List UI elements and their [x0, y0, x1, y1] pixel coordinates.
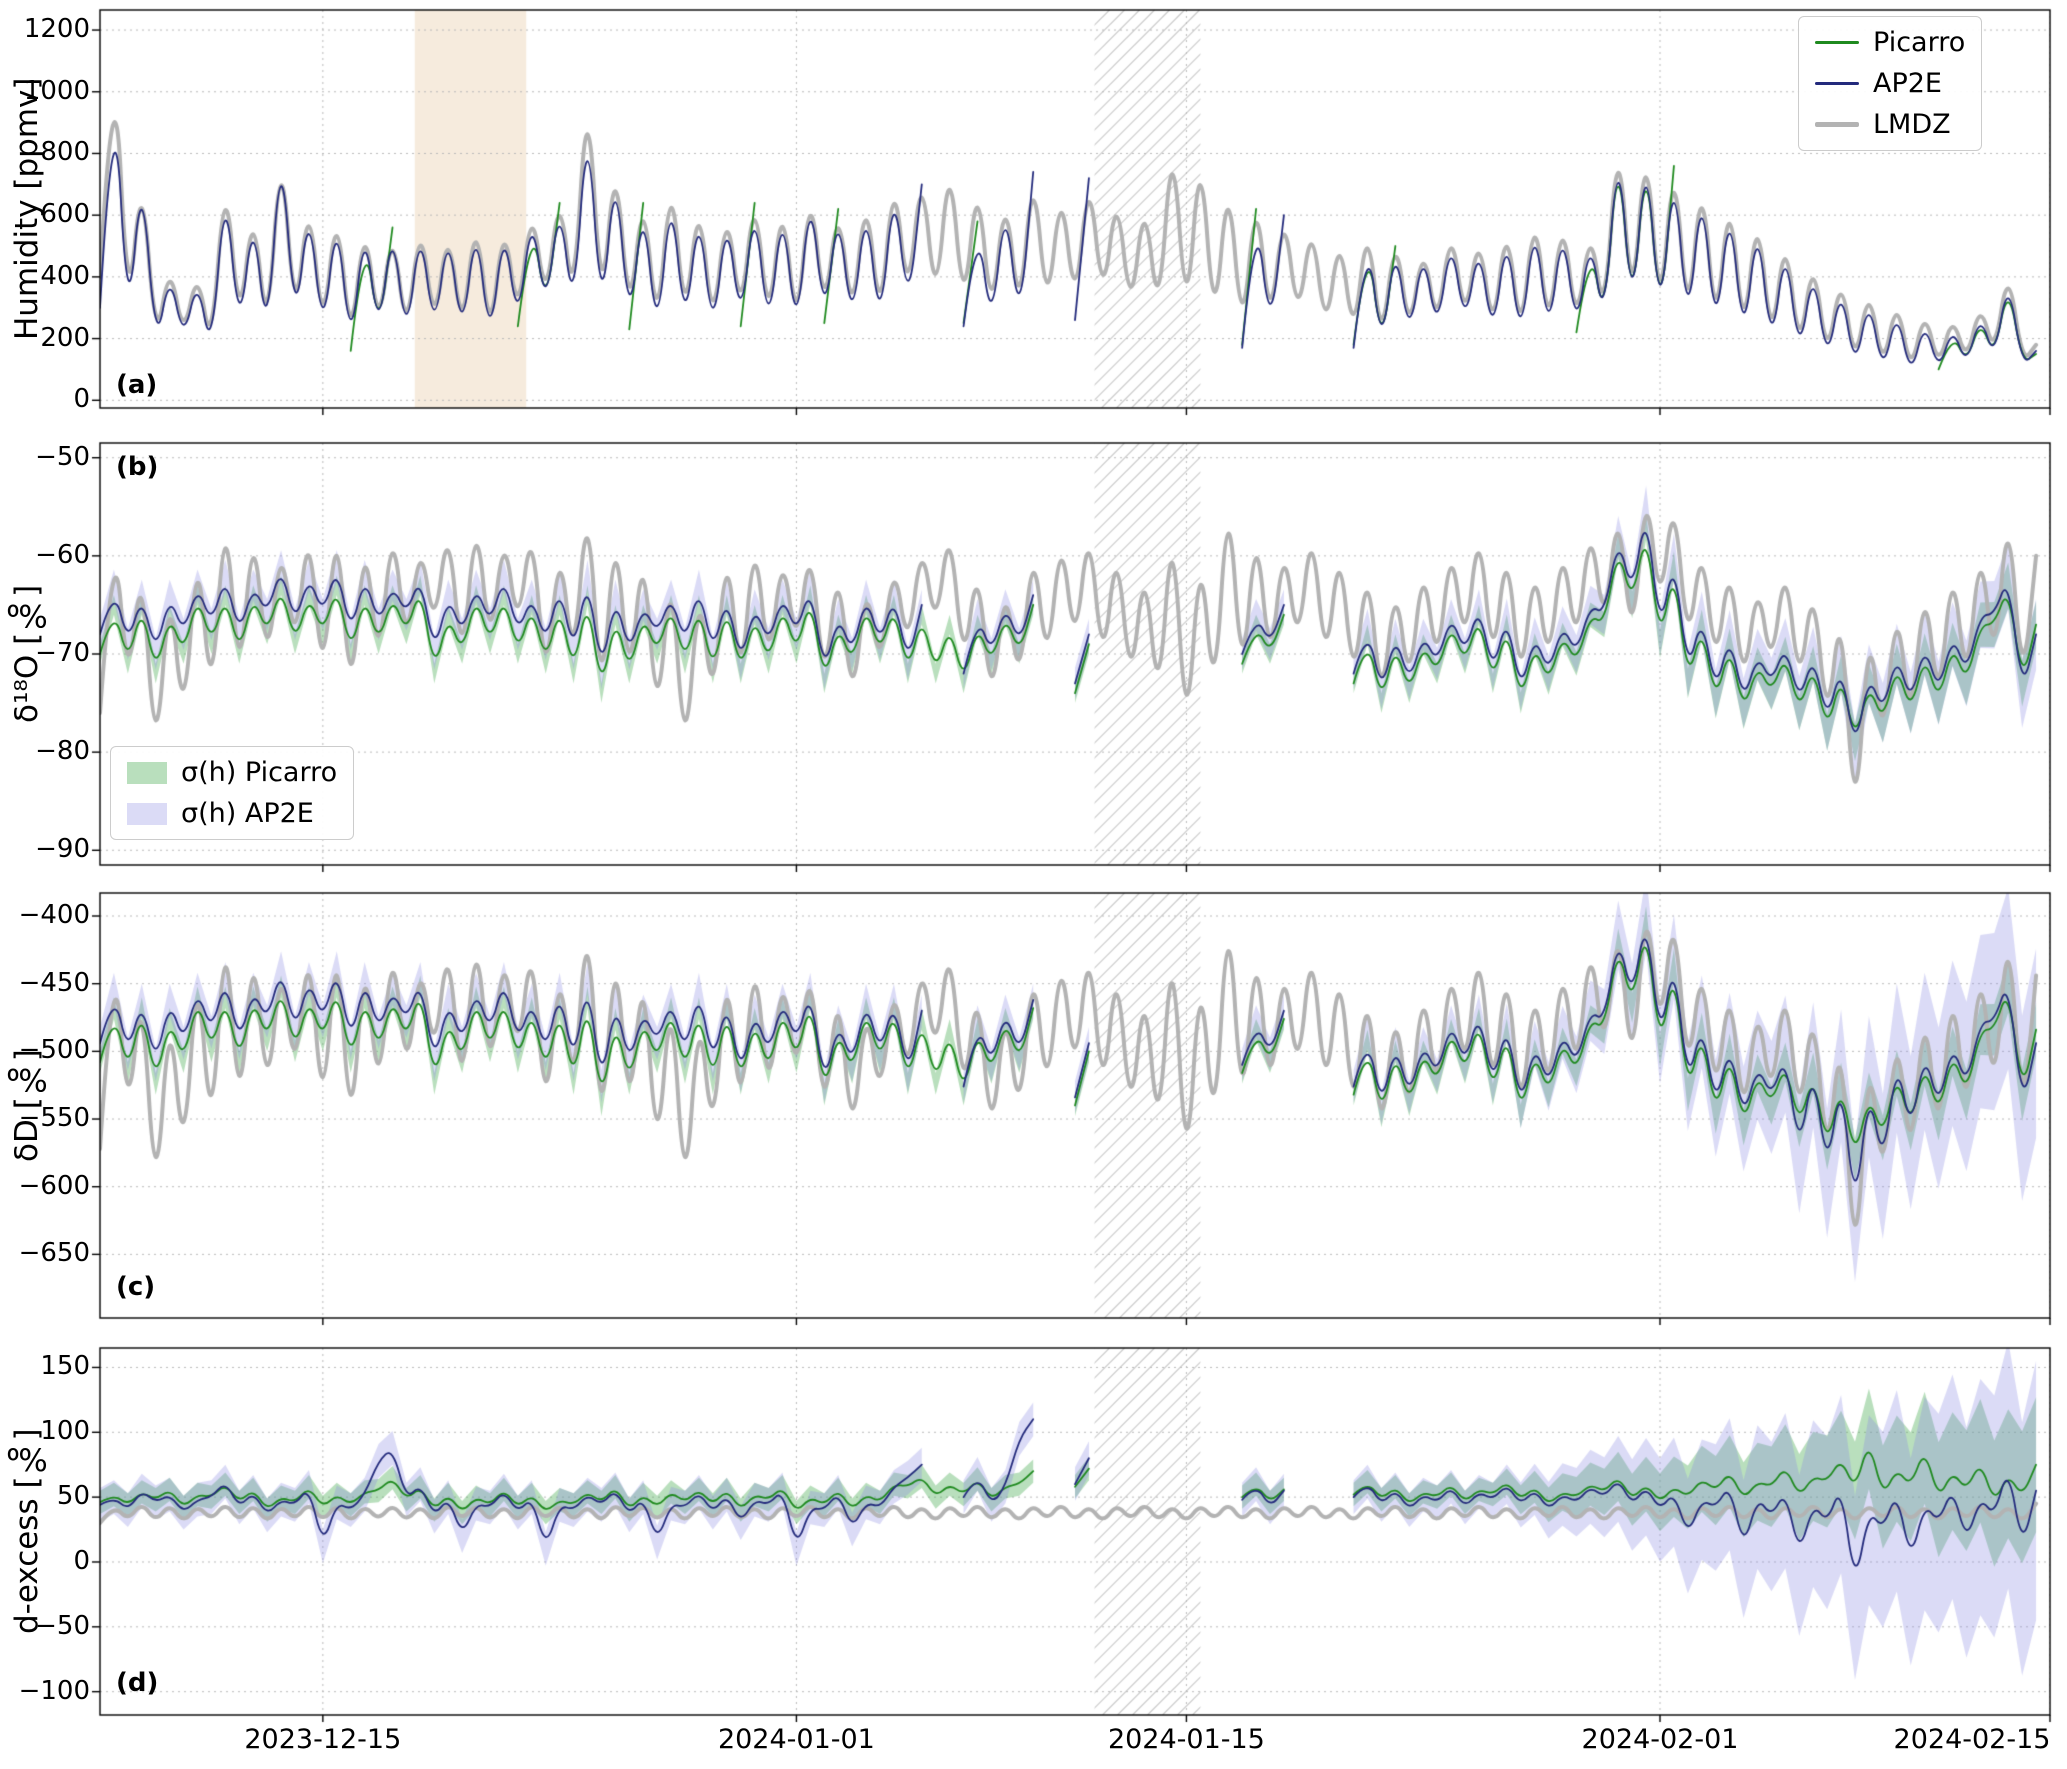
- y-tick-label: 1200: [23, 14, 90, 45]
- y-tick-label: −400: [18, 900, 90, 930]
- picarro-line-swatch: [1815, 40, 1859, 45]
- y-tick-label: −500: [18, 1035, 90, 1066]
- legend-lines: Picarro AP2E LMDZ: [1798, 16, 1983, 151]
- x-tick-label: 2024-01-01: [717, 1724, 875, 1755]
- x-tick-label: 2024-02-01: [1581, 1724, 1739, 1755]
- y-tick-label: −50: [35, 1610, 90, 1641]
- y-tick-label: −600: [18, 1170, 90, 1201]
- y-tick-label: −450: [18, 967, 90, 998]
- picarro-band-swatch: [127, 761, 167, 784]
- y-tick-label: −70: [35, 638, 90, 668]
- legend-label-lmdz: LMDZ: [1873, 109, 1951, 140]
- legend-label-picarro: Picarro: [1873, 27, 1966, 58]
- y-tick-label: −100: [18, 1675, 90, 1706]
- y-tick-label: −80: [35, 736, 90, 767]
- y-tick-label: −50: [35, 441, 90, 472]
- legend-item-sigma-picarro: σ(h) Picarro: [127, 757, 337, 788]
- ap2e-line-swatch: [1815, 81, 1859, 86]
- x-tick-label: 2023-12-15: [244, 1724, 402, 1755]
- y-tick-label: 200: [40, 322, 90, 353]
- y-tick-label: 100: [40, 1416, 90, 1447]
- legend-label-sigma-ap2e: σ(h) AP2E: [181, 798, 314, 829]
- legend-item-picarro: Picarro: [1815, 27, 1965, 58]
- panel-label-d: (d): [116, 1668, 159, 1698]
- panel-label-b: (b): [116, 452, 159, 482]
- lmdz-line-swatch: [1815, 121, 1859, 128]
- y-tick-label: −60: [35, 539, 90, 570]
- y-tick-label: 150: [40, 1351, 90, 1382]
- y-tick-label: 400: [40, 260, 90, 291]
- legend-label-ap2e: AP2E: [1873, 68, 1942, 99]
- y-tick-label: −650: [18, 1238, 90, 1269]
- y-tick-label: 0: [73, 1545, 90, 1576]
- y-tick-label: 1000: [23, 75, 90, 106]
- legend-label-sigma-picarro: σ(h) Picarro: [181, 757, 338, 788]
- x-tick-label: 2024-01-15: [1107, 1724, 1265, 1755]
- y-tick-label: 600: [40, 199, 90, 230]
- y-tick-label: 800: [40, 137, 90, 168]
- y-tick-label: 0: [73, 384, 90, 415]
- panel-label-a: (a): [116, 370, 158, 400]
- panel-label-c: (c): [116, 1272, 156, 1302]
- legend-uncertainty-bands: σ(h) Picarro σ(h) AP2E: [110, 746, 355, 840]
- legend-item-ap2e: AP2E: [1815, 68, 1965, 99]
- x-tick-label: 2024-02-15: [1893, 1724, 2051, 1755]
- ap2e-band-swatch: [127, 802, 167, 825]
- y-axis-label-dexcess: d-excess [‰]: [9, 1428, 45, 1635]
- legend-item-lmdz: LMDZ: [1815, 109, 1965, 140]
- y-tick-label: 50: [56, 1481, 90, 1512]
- y-tick-label: −90: [35, 834, 90, 865]
- y-tick-label: −550: [18, 1103, 90, 1134]
- legend-item-sigma-ap2e: σ(h) AP2E: [127, 798, 337, 829]
